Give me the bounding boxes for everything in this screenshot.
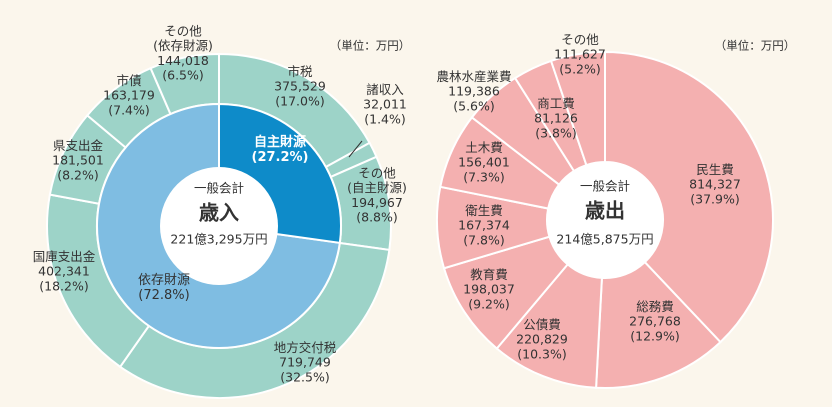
expenditure-label-1-line-0: 総務費 <box>636 299 674 314</box>
revenue-label-6-line-2: (7.4%) <box>108 102 150 117</box>
revenue-label-2-line-3: (8.8%) <box>356 210 398 225</box>
expenditure-label-7-line-0: 商工費 <box>537 96 575 111</box>
revenue-label-4-line-2: (18.2%) <box>39 278 88 293</box>
revenue-label-2: その他(自主財源)194,967(8.8%) <box>347 165 407 224</box>
expenditure-label-0-line-0: 民生費 <box>696 162 734 177</box>
revenue-label-4-line-0: 国庫支出金 <box>33 249 96 264</box>
expenditure-center-total: 214億5,875万円 <box>556 232 653 247</box>
expenditure-label-6-line-2: (5.6%) <box>453 98 495 113</box>
revenue-label-2-line-0: その他 <box>358 165 396 180</box>
expenditure-unit-note: （単位：万円） <box>715 39 796 53</box>
revenue-label-7-line-0: その他 <box>164 23 202 38</box>
revenue-center-total: 221億3,295万円 <box>170 232 267 247</box>
revenue-center-hole <box>160 167 278 285</box>
revenue-inner-own-label: 自主財源(27.2%) <box>252 134 309 165</box>
expenditure-center-label: 歳出 <box>585 199 625 223</box>
revenue-center-title: 一般会計 <box>194 181 244 196</box>
revenue-label-7-line-1: (依存財源) <box>153 38 213 53</box>
expenditure-label-2-line-0: 公債費 <box>523 317 561 332</box>
revenue-label-7-line-3: (6.5%) <box>162 68 204 83</box>
expenditure-center-total-line-0: 214億5,875万円 <box>556 232 653 247</box>
expenditure-label-5-line-1: 156,401 <box>458 155 510 170</box>
revenue-label-4-line-1: 402,341 <box>38 264 90 279</box>
expenditure-center-title-line-0: 一般会計 <box>580 179 630 194</box>
revenue-inner-own-label-line-0: 自主財源 <box>254 134 306 150</box>
revenue-label-2-line-1: (自主財源) <box>347 180 407 195</box>
expenditure-label-5-line-0: 土木費 <box>465 140 503 155</box>
expenditure-label-3-line-2: (9.2%) <box>468 296 510 311</box>
expenditure-center-title: 一般会計 <box>580 179 630 194</box>
revenue-inner-dependent-label-line-1: (72.8%) <box>138 288 189 303</box>
expenditure-label-6-line-0: 農林水産業費 <box>436 69 511 84</box>
expenditure-label-1-line-2: (12.9%) <box>630 328 679 343</box>
expenditure-label-2-line-1: 220,829 <box>516 332 568 347</box>
expenditure-label-4-line-2: (7.8%) <box>463 232 505 247</box>
revenue-label-1-line-2: (1.4%) <box>364 111 406 126</box>
revenue-label-5-line-0: 県支出金 <box>53 138 104 153</box>
revenue-unit-note-line-0: （単位：万円） <box>330 39 411 53</box>
revenue-center-label-line-0: 歳入 <box>199 201 239 225</box>
expenditure-center-hole <box>547 162 663 278</box>
expenditure-center-label-line-0: 歳出 <box>585 199 625 223</box>
expenditure-label-3-line-1: 198,037 <box>463 282 515 297</box>
revenue-label-6-line-1: 163,179 <box>103 88 155 103</box>
expenditure-label-1-line-1: 276,768 <box>629 314 681 329</box>
revenue-center-total-line-0: 221億3,295万円 <box>170 232 267 247</box>
revenue-label-3-line-1: 719,749 <box>279 355 331 370</box>
expenditure-label-8-line-0: その他 <box>561 32 599 47</box>
expenditure-label-0-line-1: 814,327 <box>689 177 741 192</box>
revenue-label-1-line-0: 諸収入 <box>366 82 404 97</box>
expenditure-label-4-line-1: 167,374 <box>458 218 510 233</box>
expenditure-unit-note-line-0: （単位：万円） <box>715 39 796 53</box>
revenue-center-title-line-0: 一般会計 <box>194 181 244 196</box>
expenditure-label-4-line-0: 衛生費 <box>465 203 503 218</box>
revenue-unit-note: （単位：万円） <box>330 39 411 53</box>
expenditure-label-6-line-1: 119,386 <box>448 84 500 99</box>
revenue-label-3-line-0: 地方交付税 <box>274 340 337 355</box>
revenue-label-0-line-0: 市税 <box>287 64 313 79</box>
revenue-inner-dependent-label-line-0: 依存財源 <box>138 273 190 288</box>
revenue-label-7: その他(依存財源)144,018(6.5%) <box>153 23 213 82</box>
expenditure-label-8-line-2: (5.2%) <box>559 61 601 76</box>
revenue-label-1-line-1: 32,011 <box>363 97 407 112</box>
revenue-inner-dependent-label: 依存財源(72.8%) <box>138 273 190 303</box>
revenue-label-3-line-2: (32.5%) <box>280 369 329 384</box>
revenue-inner-own-label-line-1: (27.2%) <box>252 150 309 165</box>
expenditure-label-5-line-2: (7.3%) <box>463 169 505 184</box>
revenue-leader-line <box>348 140 363 158</box>
expenditure-label-8-line-1: 111,627 <box>554 47 606 62</box>
revenue-label-6-line-0: 市債 <box>116 73 141 88</box>
revenue-label-7-line-2: 144,018 <box>157 53 209 68</box>
expenditure-label-0-line-2: (37.9%) <box>690 191 739 206</box>
revenue-label-5-line-1: 181,501 <box>52 153 104 168</box>
revenue-center-label: 歳入 <box>199 201 239 225</box>
revenue-label-2-line-2: 194,967 <box>351 195 403 210</box>
expenditure-label-3-line-0: 教育費 <box>470 267 508 282</box>
expenditure-label-2-line-2: (10.3%) <box>517 346 566 361</box>
revenue-label-0-line-2: (17.0%) <box>275 93 324 108</box>
revenue-label-5-line-2: (8.2%) <box>57 167 99 182</box>
expenditure-label-7-line-2: (3.8%) <box>535 125 577 140</box>
revenue-label-0-line-1: 375,529 <box>274 79 326 94</box>
expenditure-label-7-line-1: 81,126 <box>534 111 578 126</box>
